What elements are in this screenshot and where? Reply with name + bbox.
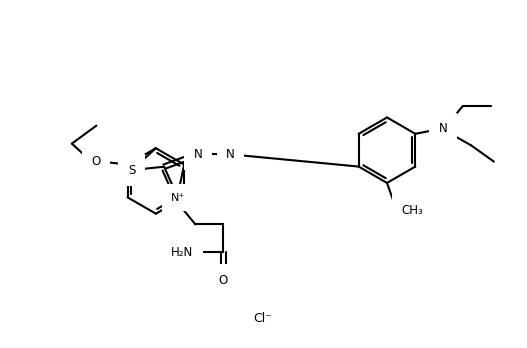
- Text: O: O: [92, 155, 101, 168]
- Text: N⁺: N⁺: [171, 192, 186, 203]
- Text: Cl⁻: Cl⁻: [253, 313, 272, 325]
- Text: N: N: [439, 122, 447, 135]
- Text: O: O: [219, 274, 228, 286]
- Text: N: N: [193, 148, 202, 161]
- Text: CH₃: CH₃: [402, 204, 424, 217]
- Text: S: S: [128, 164, 135, 177]
- Text: H₂N: H₂N: [171, 246, 193, 259]
- Text: N: N: [226, 148, 235, 161]
